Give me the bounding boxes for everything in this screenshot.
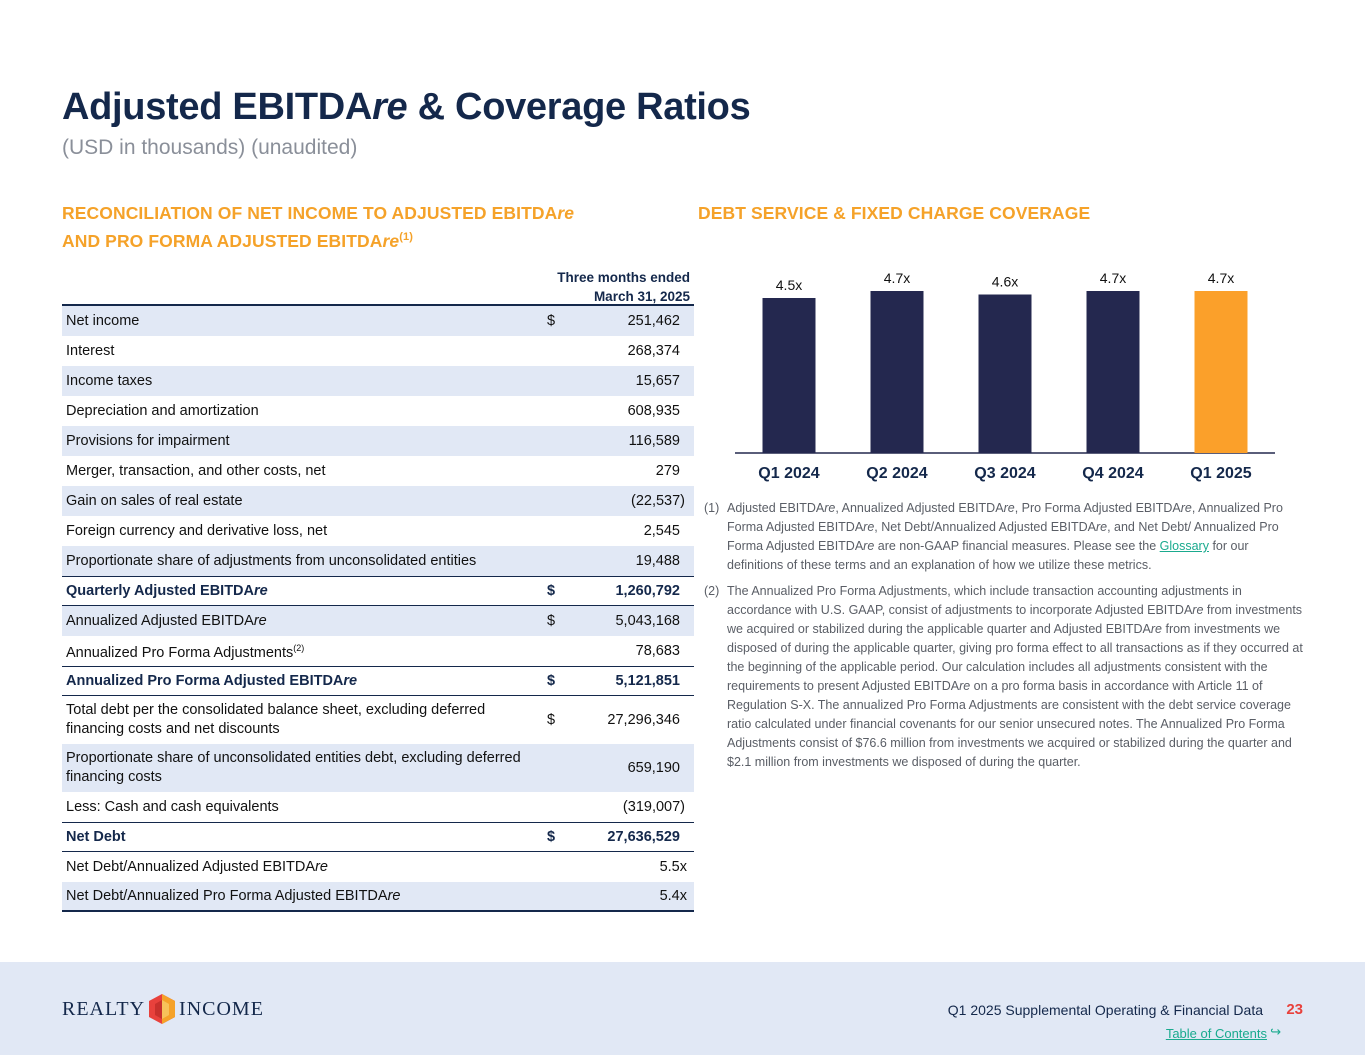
x-tick-label: Q3 2024 — [974, 465, 1035, 482]
table-row: Income taxes 15,657 — [62, 366, 694, 396]
realty-income-logo: REALTY INCOME — [62, 994, 264, 1024]
bar-data-label: 4.5x — [776, 277, 802, 293]
table-of-contents-link[interactable]: Table of Contents — [1165, 1026, 1267, 1041]
column-header: Three months ended March 31, 2025 — [557, 270, 690, 304]
table-body: Net income $251,462 Interest 268,374 Income … — [62, 306, 694, 912]
table-row: Net Debt/Annualized Pro Forma Adjusted E… — [62, 882, 694, 912]
row-label: Interest — [66, 342, 115, 359]
footnote-1: (1) Adjusted EBITDAre, Annualized Adjust… — [704, 501, 1283, 572]
logo-mark-icon — [149, 994, 176, 1024]
table-row: Depreciation and amortization 608,935 — [62, 396, 694, 426]
table-row: Net Debt $27,636,529 — [62, 822, 694, 852]
currency-symbol: $ — [547, 613, 556, 629]
row-label: Annualized Adjusted EBITDAre — [66, 612, 267, 629]
row-label: Merger, transaction, and other costs, ne… — [66, 462, 326, 479]
row-value: 5,121,851 — [615, 673, 680, 689]
table-row: Annualized Pro Forma Adjustments(2) 78,68… — [62, 636, 694, 666]
footnote-2: (2) The Annualized Pro Forma Adjustments… — [704, 584, 1303, 769]
page-subtitle: (USD in thousands) (unaudited) — [62, 136, 358, 159]
x-tick-label: Q1 2025 — [1190, 465, 1251, 482]
table-row: Total debt per the consolidated balance … — [62, 696, 694, 744]
row-value: 19,488 — [635, 553, 680, 569]
row-label: Income taxes — [66, 372, 153, 389]
row-value: 15,657 — [635, 373, 680, 389]
row-value: 251,462 — [627, 313, 680, 329]
row-label: Depreciation and amortization — [66, 402, 259, 419]
currency-symbol: $ — [547, 712, 556, 728]
table-row: Foreign currency and derivative loss, ne… — [62, 516, 694, 546]
row-label: Provisions for impairment — [66, 432, 230, 449]
row-label: Proportionate share of adjustments from … — [66, 552, 477, 569]
row-value: 5.5x — [659, 859, 687, 875]
bar-q2-2024 — [870, 291, 924, 453]
row-label: Proportionate share of unconsolidated en… — [66, 750, 521, 785]
bar-q1-2025 — [1194, 291, 1248, 453]
table-row: Net Debt/Annualized Adjusted EBITDAre 5.5… — [62, 852, 694, 882]
row-value: 27,296,346 — [607, 712, 680, 728]
table-row: Less: Cash and cash equivalents (319,007) — [62, 792, 694, 822]
table-row: Interest 268,374 — [62, 336, 694, 366]
row-value: 1,260,792 — [615, 583, 680, 599]
bar-data-label: 4.7x — [1208, 270, 1234, 286]
currency-symbol: $ — [547, 583, 556, 599]
bar-q3-2024 — [978, 294, 1032, 453]
footnotes: (1) Adjusted EBITDAre, Annualized Adjust… — [704, 499, 1308, 779]
row-label: Net Debt/Annualized Pro Forma Adjusted E… — [66, 887, 401, 904]
row-value: 659,190 — [627, 760, 680, 776]
bar-q1-2024 — [762, 298, 816, 453]
currency-symbol: $ — [547, 313, 556, 329]
x-tick-label: Q2 2024 — [866, 465, 927, 482]
table-row: Proportionate share of adjustments from … — [62, 546, 694, 576]
x-tick-label: Q1 2024 — [758, 465, 819, 482]
table-row: Annualized Pro Forma Adjusted EBITDAre $5… — [62, 666, 694, 696]
bar-data-label: 4.7x — [1100, 270, 1126, 286]
currency-symbol: $ — [547, 673, 556, 689]
currency-symbol: $ — [547, 829, 556, 845]
row-label: Quarterly Adjusted EBITDAre — [66, 582, 268, 599]
return-arrow-icon[interactable]: ↪ — [1270, 1024, 1281, 1039]
row-value: 27,636,529 — [607, 829, 680, 845]
row-value: (319,007) — [622, 799, 685, 815]
row-value: 78,683 — [635, 643, 680, 659]
row-value: 279 — [655, 463, 680, 479]
coverage-bar-chart: 4.5x Q1 2024 4.7x Q2 2024 4.6x Q3 2024 4.7x Q4 … — [735, 270, 1275, 482]
table-header: Three months ended March 31, 2025 — [62, 268, 694, 306]
reconciliation-table: Three months ended March 31, 2025 Net in… — [62, 268, 694, 912]
row-label: Annualized Pro Forma Adjusted EBITDAre — [66, 672, 358, 689]
coverage-heading: DEBT SERVICE & FIXED CHARGE COVERAGE — [698, 203, 1091, 223]
bar-data-label: 4.6x — [992, 274, 1018, 290]
page-number: 23 — [1286, 1001, 1303, 1018]
page-title: Adjusted EBITDAre & Coverage Ratios — [62, 86, 751, 128]
table-row: Merger, transaction, and other costs, ne… — [62, 456, 694, 486]
document-title: Q1 2025 Supplemental Operating & Financi… — [947, 1002, 1263, 1018]
table-row: Proportionate share of unconsolidated en… — [62, 744, 694, 792]
row-label: Less: Cash and cash equivalents — [66, 798, 279, 815]
row-label: Net Debt — [66, 828, 126, 845]
table-row: Provisions for impairment 116,589 — [62, 426, 694, 456]
table-row: Net income $251,462 — [62, 306, 694, 336]
page-footer: REALTY INCOME Q1 2025 Supplemental Opera… — [0, 962, 1365, 1055]
row-label: Foreign currency and derivative loss, ne… — [66, 522, 328, 539]
row-value: 5,043,168 — [615, 613, 680, 629]
row-label: Net income — [66, 312, 140, 329]
row-label: Annualized Pro Forma Adjustments(2) — [66, 643, 305, 661]
row-value: 608,935 — [627, 403, 680, 419]
row-value: 116,589 — [628, 433, 680, 449]
bar-q4-2024 — [1086, 291, 1140, 453]
bar-data-label: 4.7x — [884, 270, 910, 286]
reconciliation-heading: RECONCILIATION OF NET INCOME TO ADJUSTED… — [62, 203, 575, 251]
glossary-link[interactable]: Glossary — [1159, 539, 1209, 553]
row-value: (22,537) — [630, 493, 685, 509]
row-label: Total debt per the consolidated balance … — [66, 702, 486, 737]
row-label: Gain on sales of real estate — [66, 492, 243, 509]
x-tick-label: Q4 2024 — [1082, 465, 1143, 482]
table-row: Annualized Adjusted EBITDAre $5,043,168 — [62, 606, 694, 636]
row-value: 5.4x — [659, 888, 687, 904]
table-row: Quarterly Adjusted EBITDAre $1,260,792 — [62, 576, 694, 606]
row-value: 268,374 — [627, 343, 680, 359]
table-row: Gain on sales of real estate (22,537) — [62, 486, 694, 516]
row-value: 2,545 — [643, 523, 680, 539]
row-label: Net Debt/Annualized Adjusted EBITDAre — [66, 858, 328, 875]
